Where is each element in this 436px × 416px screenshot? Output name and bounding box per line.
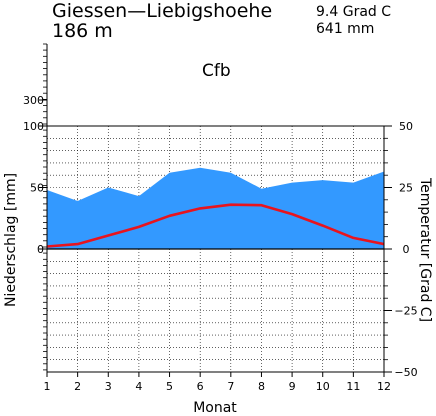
x-tick-label: 11 — [346, 380, 360, 393]
x-tick-label: 5 — [166, 380, 173, 393]
x-tick-label: 6 — [197, 380, 204, 393]
y-left-tick-label: 100 — [23, 120, 44, 133]
x-tick-label: 4 — [135, 380, 142, 393]
y-right-tick-label: 0 — [403, 243, 410, 256]
x-tick-label: 1 — [44, 380, 51, 393]
y-right-tick-label: −50 — [394, 366, 417, 379]
station-name: Giessen—Liebigshoehe — [52, 0, 273, 22]
annual-precipitation: 641 mm — [316, 21, 375, 37]
x-tick-label: 7 — [227, 380, 234, 393]
precipitation-area — [47, 167, 384, 249]
x-tick-label: 12 — [377, 380, 391, 393]
mean-temperature: 9.4 Grad C — [316, 4, 392, 20]
y-left-tick-label: 300 — [23, 94, 44, 107]
x-tick-label: 2 — [74, 380, 81, 393]
climate-class: Cfb — [202, 61, 231, 81]
y-left-tick-label: 0 — [37, 243, 44, 256]
x-axis-label: Monat — [193, 400, 237, 416]
temperature-line — [46, 203, 385, 248]
x-tick-label: 3 — [105, 380, 112, 393]
y-right-tick-label: 50 — [399, 120, 413, 133]
y-right-tick-label: 25 — [399, 182, 413, 195]
y-right-tick-label: −25 — [394, 305, 417, 318]
x-tick-label: 10 — [316, 380, 330, 393]
y-axis-label-left: Niederschlag [mm] — [3, 173, 19, 307]
station-elevation: 186 m — [52, 20, 113, 42]
x-tick-label: 9 — [289, 380, 296, 393]
y-left-tick-label: 50 — [30, 182, 44, 195]
x-tick-label: 8 — [258, 380, 265, 393]
y-axis-label-right: Temperatur [Grad C] — [417, 177, 433, 322]
